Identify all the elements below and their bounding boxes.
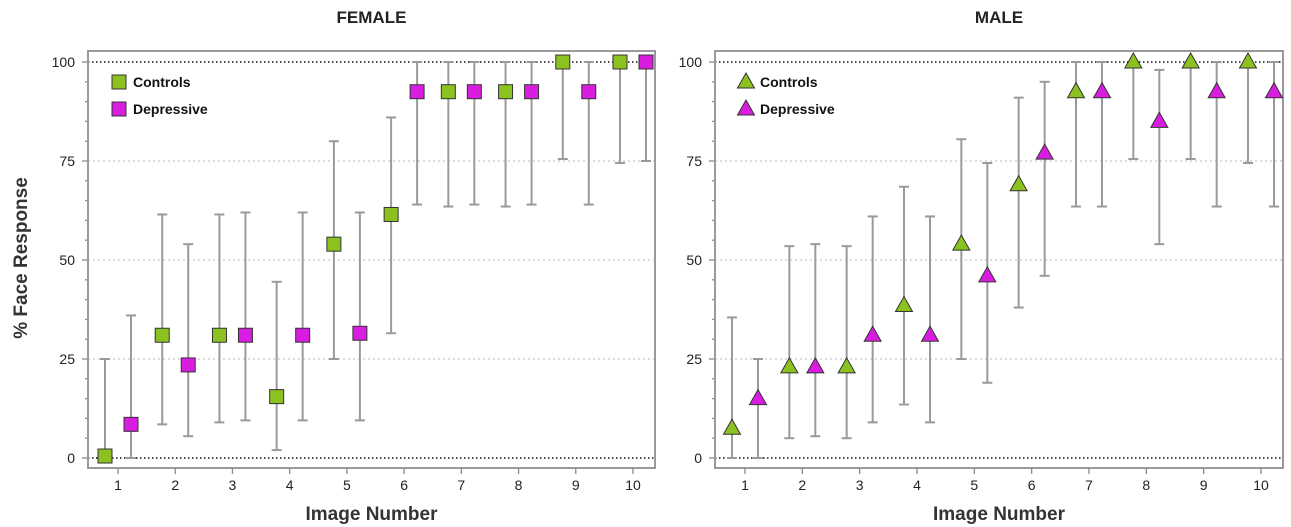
data-point-depressive <box>295 327 311 343</box>
data-point-controls <box>1066 81 1086 99</box>
series-controls <box>727 61 1253 459</box>
data-point-controls <box>951 234 971 251</box>
data-point-controls <box>612 54 628 70</box>
x-tick-label: 6 <box>400 477 408 493</box>
y-tick-label: 50 <box>686 252 702 268</box>
x-tick-label: 9 <box>572 477 580 493</box>
data-point-controls <box>326 236 342 252</box>
data-point-depressive <box>920 325 940 342</box>
data-point-controls <box>1238 51 1258 69</box>
data-point-depressive <box>1264 81 1284 99</box>
y-tick-label: 75 <box>686 153 702 169</box>
x-tick-label: 4 <box>286 477 294 493</box>
data-point-controls <box>1009 174 1029 192</box>
data-point-controls <box>555 54 571 70</box>
x-tick-label: 10 <box>1253 477 1269 493</box>
legend-marker-controls <box>111 74 127 90</box>
data-point-depressive <box>805 356 825 374</box>
data-point-controls <box>722 418 742 435</box>
data-point-controls <box>440 84 456 100</box>
data-point-depressive <box>1149 111 1169 128</box>
data-point-controls <box>837 356 857 374</box>
data-point-depressive <box>748 388 768 406</box>
y-tick-label: 50 <box>59 252 75 268</box>
legend-marker-depressive <box>736 98 756 116</box>
y-tick-label: 25 <box>59 351 75 367</box>
data-point-depressive <box>409 84 425 100</box>
y-tick-label: 75 <box>59 153 75 169</box>
legend-marker-depressive <box>111 101 127 117</box>
x-tick-label: 4 <box>913 477 921 493</box>
x-tick-label: 3 <box>856 477 864 493</box>
plot-frame <box>714 50 1284 469</box>
series-controls <box>100 61 625 459</box>
legend: Controls Depressive <box>736 71 835 117</box>
data-point-depressive <box>466 84 482 100</box>
y-tick-label: 100 <box>679 54 703 70</box>
data-point-depressive <box>1092 81 1112 99</box>
y-tick-label: 100 <box>52 54 76 70</box>
data-point-depressive <box>977 265 997 283</box>
data-point-depressive <box>237 327 253 343</box>
data-point-controls <box>1181 51 1201 69</box>
data-point-depressive <box>581 84 597 100</box>
data-point-depressive <box>1035 143 1055 160</box>
x-tick-label: 8 <box>515 477 523 493</box>
y-tick-label: 25 <box>686 351 702 367</box>
data-point-controls <box>383 206 399 222</box>
data-point-depressive <box>123 416 139 432</box>
data-point-controls <box>894 295 914 313</box>
chart-panel-female: FEMALE Image Number 0 25 50 75 100 1 2 3 4 5 6 7 8 9 10 C… <box>52 8 656 525</box>
x-tick-label: 3 <box>229 477 237 493</box>
x-tick-label: 1 <box>741 477 749 493</box>
data-point-controls <box>269 389 285 405</box>
chart-title: MALE <box>975 8 1023 27</box>
x-tick-label: 5 <box>343 477 351 493</box>
x-axis-label: Image Number <box>933 504 1066 525</box>
legend-marker-controls <box>736 71 756 89</box>
plot-frame <box>87 50 656 469</box>
legend-label: Depressive <box>760 101 835 117</box>
data-point-controls <box>779 356 799 374</box>
chart-panel-male: MALE Image Number 0 25 50 75 100 1 2 3 4 5 6 7 8 9 10 Con… <box>679 8 1284 525</box>
data-point-depressive <box>1207 81 1227 99</box>
legend-label: Controls <box>760 74 818 90</box>
y-tick-label: 0 <box>694 450 702 466</box>
x-axis-label: Image Number <box>306 504 439 525</box>
data-point-controls <box>97 448 113 464</box>
data-point-controls <box>211 327 227 343</box>
chart-title: FEMALE <box>337 8 407 27</box>
y-tick-label: 0 <box>67 450 75 466</box>
x-tick-label: 1 <box>114 477 122 493</box>
x-tick-label: 5 <box>970 477 978 493</box>
x-tick-label: 7 <box>1085 477 1093 493</box>
x-tick-label: 9 <box>1200 477 1208 493</box>
x-tick-label: 8 <box>1142 477 1150 493</box>
data-point-depressive <box>180 357 196 373</box>
x-tick-label: 10 <box>625 477 641 493</box>
x-tick-label: 2 <box>798 477 806 493</box>
legend-label: Depressive <box>133 101 208 117</box>
x-tick-label: 2 <box>171 477 179 493</box>
y-axis-label: % Face Response <box>11 177 32 339</box>
data-point-controls <box>154 327 170 343</box>
legend-label: Controls <box>133 74 191 90</box>
x-tick-label: 6 <box>1028 477 1036 493</box>
data-point-depressive <box>863 325 883 342</box>
data-point-depressive <box>638 54 654 70</box>
legend: Controls Depressive <box>111 74 208 117</box>
data-point-depressive <box>524 84 540 100</box>
data-point-depressive <box>352 325 368 341</box>
x-tick-label: 7 <box>457 477 465 493</box>
data-point-controls <box>498 84 514 100</box>
data-point-controls <box>1123 51 1143 69</box>
